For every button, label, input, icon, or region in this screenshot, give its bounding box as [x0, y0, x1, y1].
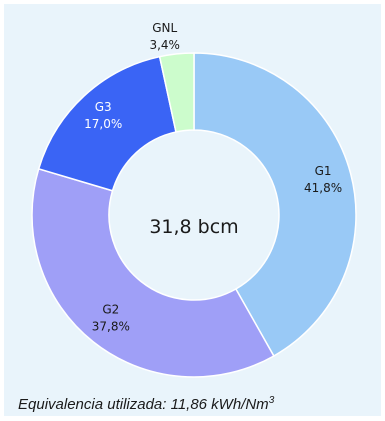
slice-g2 — [31, 167, 275, 378]
slice-labels: G1 41,8% G2 37,8% G3 17,0% GNL 3,4% — [84, 21, 342, 333]
slice-value-gnl: 3,4% — [149, 38, 180, 52]
slice-name-g2: G2 — [102, 302, 119, 316]
slice-g1 — [193, 52, 357, 357]
slice-g3 — [37, 55, 177, 192]
slice-value-g1: 41,8% — [304, 181, 342, 195]
slice-name-gnl: GNL — [152, 21, 177, 35]
chart-panel: G1 41,8% G2 37,8% G3 17,0% GNL 3,4% 31,8 bcm Eq… — [4, 4, 381, 416]
slice-name-g1: G1 — [315, 164, 332, 178]
footnote-text: Equivalencia utilizada: 11,86 kWh/Nm — [18, 396, 269, 413]
slice-value-g2: 37,8% — [92, 319, 130, 333]
donut-slices — [31, 52, 357, 378]
slice-value-g3: 17,0% — [84, 117, 122, 131]
slice-gnl — [158, 52, 195, 133]
center-total-label: 31,8 bcm — [149, 216, 238, 238]
footnote: Equivalencia utilizada: 11,86 kWh/Nm3 — [18, 395, 275, 414]
slice-name-g3: G3 — [95, 100, 112, 114]
donut-chart: G1 41,8% G2 37,8% G3 17,0% GNL 3,4% 31,8 bcm — [31, 21, 357, 378]
footnote-superscript: 3 — [268, 395, 275, 406]
